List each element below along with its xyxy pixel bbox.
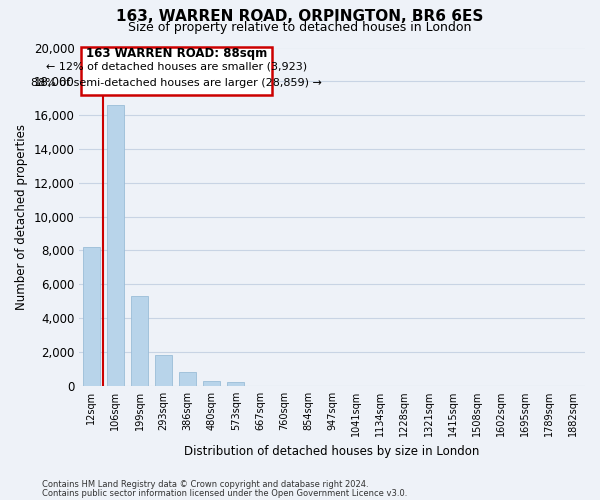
Text: Contains HM Land Registry data © Crown copyright and database right 2024.: Contains HM Land Registry data © Crown c… — [42, 480, 368, 489]
Bar — [107, 105, 124, 386]
Bar — [179, 372, 196, 386]
Text: 163 WARREN ROAD: 88sqm: 163 WARREN ROAD: 88sqm — [86, 47, 267, 60]
Bar — [131, 296, 148, 386]
FancyBboxPatch shape — [81, 48, 272, 95]
Text: Contains public sector information licensed under the Open Government Licence v3: Contains public sector information licen… — [42, 488, 407, 498]
Bar — [227, 382, 244, 386]
Text: ← 12% of detached houses are smaller (3,923): ← 12% of detached houses are smaller (3,… — [46, 62, 307, 72]
Text: 163, WARREN ROAD, ORPINGTON, BR6 6ES: 163, WARREN ROAD, ORPINGTON, BR6 6ES — [116, 9, 484, 24]
Bar — [83, 247, 100, 386]
Bar — [203, 380, 220, 386]
X-axis label: Distribution of detached houses by size in London: Distribution of detached houses by size … — [184, 444, 480, 458]
Text: 88% of semi-detached houses are larger (28,859) →: 88% of semi-detached houses are larger (… — [31, 78, 322, 88]
Text: Size of property relative to detached houses in London: Size of property relative to detached ho… — [128, 21, 472, 34]
Y-axis label: Number of detached properties: Number of detached properties — [15, 124, 28, 310]
Bar — [155, 356, 172, 386]
